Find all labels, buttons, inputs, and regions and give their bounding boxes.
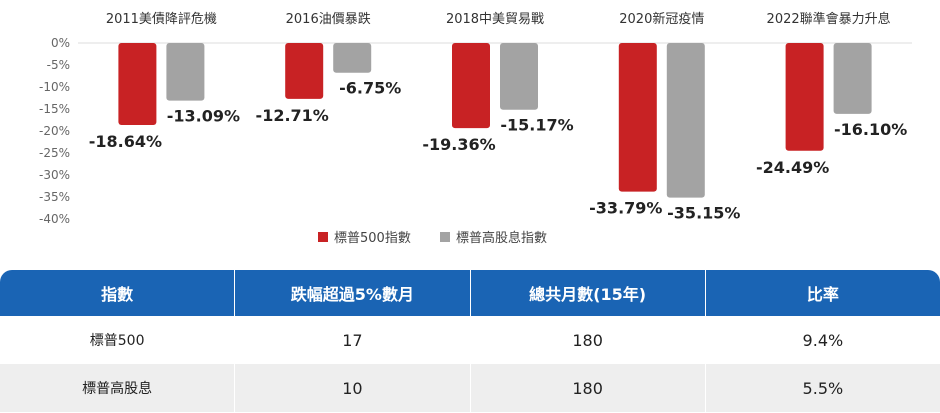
table-row: 標普500 17 180 9.4% — [0, 316, 940, 364]
legend-label: 標普高股息指數 — [456, 230, 547, 246]
data-label: -19.36% — [422, 135, 495, 154]
bar-chart: 0% -5% -10% -15% -20% -25% -30% -35% -40% 2011美債… — [39, 11, 912, 246]
y-tick-label: -5% — [47, 58, 70, 72]
table-header-index: 指數 — [0, 270, 236, 316]
table-cell-total-months: 180 — [471, 364, 706, 412]
data-label: -24.49% — [756, 158, 829, 177]
bar — [166, 43, 205, 101]
data-label: -13.09% — [167, 107, 240, 126]
table-header-row: 指數 跌幅超過5%數月 總共月數(15年) 比率 — [0, 270, 940, 316]
y-tick-label: -25% — [39, 146, 70, 160]
y-tick-label: -10% — [39, 80, 70, 94]
y-tick-label: -15% — [39, 102, 70, 116]
bar — [618, 43, 657, 192]
table-cell-months-over-5pct: 17 — [235, 316, 471, 364]
data-label: -18.64% — [89, 132, 162, 151]
bar — [118, 43, 157, 126]
y-tick-label: 0% — [51, 36, 70, 50]
y-tick-label: -40% — [39, 212, 70, 226]
table-row: 標普高股息 10 180 5.5% — [0, 364, 940, 412]
table-cell-ratio: 5.5% — [802, 378, 844, 398]
bar — [666, 43, 705, 198]
bar — [452, 43, 490, 129]
data-label: -15.17% — [500, 116, 573, 135]
y-tick-label: -30% — [39, 168, 70, 182]
data-label: -35.15% — [667, 204, 740, 223]
legend-swatch — [440, 232, 450, 242]
table-header-total-months: 總共月數(15年) — [471, 270, 706, 316]
summary-table: 指數 跌幅超過5%數月 總共月數(15年) 比率 標普500 17 180 9.… — [0, 270, 940, 412]
table-cell-total-months: 180 — [471, 316, 706, 364]
data-label: -16.10% — [834, 120, 907, 139]
table-header-ratio: 比率 — [806, 285, 839, 304]
category-label: 2018中美貿易戰 — [446, 12, 544, 27]
category-label: 2020新冠疫情 — [619, 11, 704, 27]
data-label: -12.71% — [256, 106, 329, 125]
y-tick-label: -35% — [39, 190, 70, 204]
bar — [833, 43, 872, 114]
legend-swatch — [318, 232, 328, 242]
table-cell-index: 標普500 — [0, 316, 236, 364]
category-label: 2022聯準會暴力升息 — [767, 11, 891, 27]
bar — [285, 43, 324, 99]
table-cell-months-over-5pct: 10 — [235, 364, 471, 412]
table-header-months-over-5pct: 跌幅超過5%數月 — [235, 270, 471, 316]
y-tick-label: -20% — [39, 124, 70, 138]
bar — [785, 43, 824, 151]
bar — [333, 43, 372, 73]
bar — [500, 43, 538, 110]
table-cell-index: 標普高股息 — [0, 364, 236, 412]
legend-label: 標普500指數 — [334, 231, 411, 246]
category-label: 2011美債降評危機 — [106, 12, 217, 27]
data-label: -6.75% — [339, 79, 401, 98]
data-label: -33.79% — [589, 199, 662, 218]
table-cell-ratio: 9.4% — [802, 330, 844, 350]
category-label: 2016油價暴跌 — [286, 11, 371, 27]
